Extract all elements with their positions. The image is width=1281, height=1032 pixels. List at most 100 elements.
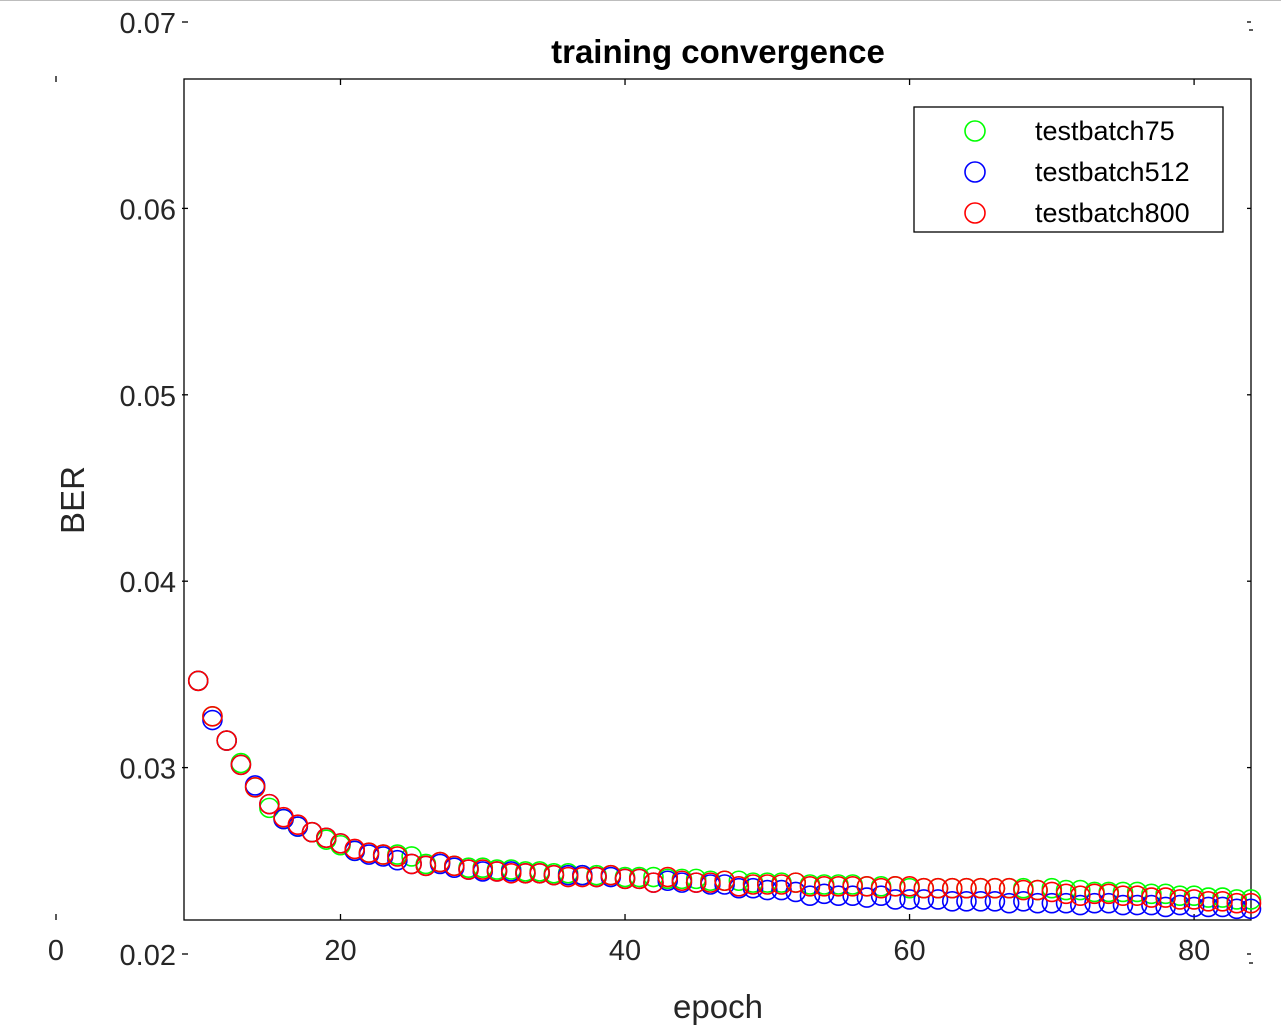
data-point-testbatch512-60 <box>899 889 920 910</box>
series-testbatch512 <box>187 670 1262 920</box>
data-point-testbatch800-54 <box>813 876 835 897</box>
legend-label-testbatch75: testbatch75 <box>1035 116 1175 146</box>
data-point-testbatch800-73 <box>1084 883 1105 905</box>
data-point-testbatch75-72 <box>1069 879 1091 901</box>
data-point-testbatch800-59 <box>885 876 906 897</box>
data-point-testbatch512-56 <box>842 885 863 907</box>
data-point-testbatch512-66 <box>984 891 1006 912</box>
y-tick-label: 0.02 <box>120 940 176 972</box>
data-point-testbatch800-11 <box>202 705 223 727</box>
legend-label-testbatch800: testbatch800 <box>1035 198 1190 228</box>
data-point-testbatch800-40 <box>614 868 636 890</box>
data-point-testbatch800-34 <box>529 862 550 884</box>
data-point-testbatch800-14 <box>244 777 266 798</box>
y-tick-label: 0.04 <box>120 567 176 599</box>
data-point-testbatch800-46 <box>700 872 721 893</box>
data-point-testbatch800-27 <box>429 851 451 873</box>
data-point-testbatch800-21 <box>344 838 366 860</box>
data-point-testbatch800-16 <box>273 806 294 828</box>
data-point-testbatch800-70 <box>1041 881 1063 903</box>
data-point-testbatch800-82 <box>1212 891 1233 912</box>
data-point-testbatch512-64 <box>956 891 977 912</box>
data-point-testbatch512-68 <box>1013 891 1034 912</box>
data-point-testbatch800-15 <box>259 793 280 815</box>
y-tick-label: 0.05 <box>120 381 176 413</box>
data-point-testbatch800-29 <box>458 859 479 880</box>
y-tick-label: 0.06 <box>120 194 176 226</box>
legend: testbatch75 testbatch512 testbatch800 <box>913 106 1224 233</box>
data-point-testbatch800-47 <box>714 870 735 892</box>
x-tick-label: 60 <box>893 935 925 967</box>
data-point-testbatch75-13 <box>230 752 252 774</box>
data-point-testbatch512-67 <box>998 892 1020 914</box>
top-border-line <box>0 0 1281 1</box>
data-point-testbatch512-69 <box>1027 892 1048 914</box>
data-point-testbatch800-60 <box>899 876 920 897</box>
data-point-testbatch800-49 <box>742 874 764 895</box>
data-point-testbatch800-67 <box>998 877 1020 899</box>
x-axis-label: epoch <box>673 988 763 1025</box>
data-point-testbatch800-35 <box>543 864 565 886</box>
data-point-testbatch800-68 <box>1013 879 1034 901</box>
data-point-testbatch800-12 <box>216 730 237 751</box>
x-axis-ticks: 20 40 60 80 <box>324 79 1210 967</box>
data-point-testbatch512-57 <box>856 887 878 908</box>
data-point-testbatch800-76 <box>1126 885 1148 907</box>
x-tick-label: 80 <box>1178 935 1210 967</box>
data-markers <box>187 670 1262 920</box>
data-point-testbatch800-84 <box>1240 892 1262 914</box>
legend-label-testbatch512: testbatch512 <box>1035 157 1190 187</box>
data-point-testbatch800-22 <box>358 842 380 864</box>
data-point-testbatch512-61 <box>913 889 935 910</box>
data-point-testbatch512-11 <box>202 709 223 731</box>
data-point-testbatch800-61 <box>913 877 935 899</box>
data-point-testbatch800-57 <box>856 876 878 897</box>
data-point-testbatch800-32 <box>500 862 522 884</box>
data-point-testbatch512-50 <box>756 879 778 901</box>
data-point-testbatch800-51 <box>771 874 792 895</box>
data-point-testbatch512-84 <box>1240 898 1262 920</box>
y-axis-ticks: 0.02 0.03 0.04 0.05 0.06 0.07 <box>120 8 1251 972</box>
data-point-testbatch800-20 <box>330 833 351 854</box>
y-tick-label: 0.07 <box>120 8 176 40</box>
data-point-testbatch800-30 <box>472 859 494 880</box>
data-point-testbatch800-71 <box>1055 883 1077 905</box>
data-point-testbatch800-13 <box>230 754 252 776</box>
data-point-testbatch512-70 <box>1041 892 1063 914</box>
data-point-testbatch800-43 <box>657 866 679 888</box>
data-point-testbatch800-18 <box>301 821 323 843</box>
legend-marker-testbatch75 <box>964 120 986 142</box>
y-tick-label: 0.03 <box>120 754 176 786</box>
data-point-testbatch800-63 <box>941 877 963 899</box>
series-testbatch800 <box>187 670 1262 914</box>
data-point-testbatch800-44 <box>671 870 693 892</box>
data-point-testbatch512-82 <box>1212 896 1233 918</box>
data-point-testbatch800-72 <box>1069 885 1091 907</box>
x-tick-label: 40 <box>609 935 641 967</box>
data-point-testbatch512-65 <box>970 891 991 912</box>
series-testbatch75 <box>187 670 1262 910</box>
data-point-testbatch512-63 <box>941 891 963 912</box>
data-point-testbatch800-52 <box>785 872 807 893</box>
data-point-testbatch800-65 <box>970 877 991 899</box>
data-point-testbatch800-66 <box>984 877 1006 899</box>
data-point-testbatch800-83 <box>1226 892 1248 914</box>
legend-marker-testbatch800 <box>964 202 986 224</box>
y-axis-label: BER <box>54 466 91 534</box>
data-point-testbatch800-55 <box>828 876 849 897</box>
data-point-testbatch800-48 <box>728 876 750 897</box>
data-point-testbatch800-36 <box>557 866 579 888</box>
data-point-testbatch800-41 <box>628 868 650 890</box>
data-point-testbatch800-79 <box>1169 889 1191 910</box>
data-point-testbatch800-77 <box>1141 887 1162 908</box>
data-point-testbatch800-75 <box>1112 885 1134 907</box>
data-point-testbatch800-23 <box>372 844 394 865</box>
data-point-testbatch800-25 <box>401 853 422 875</box>
data-point-testbatch800-39 <box>600 864 622 886</box>
data-point-testbatch800-28 <box>444 855 465 877</box>
data-point-testbatch800-24 <box>387 846 408 867</box>
data-point-testbatch512-59 <box>885 889 906 910</box>
plot-area-frame <box>183 78 1252 921</box>
data-point-testbatch800-80 <box>1183 889 1205 910</box>
data-point-testbatch800-56 <box>842 876 863 897</box>
